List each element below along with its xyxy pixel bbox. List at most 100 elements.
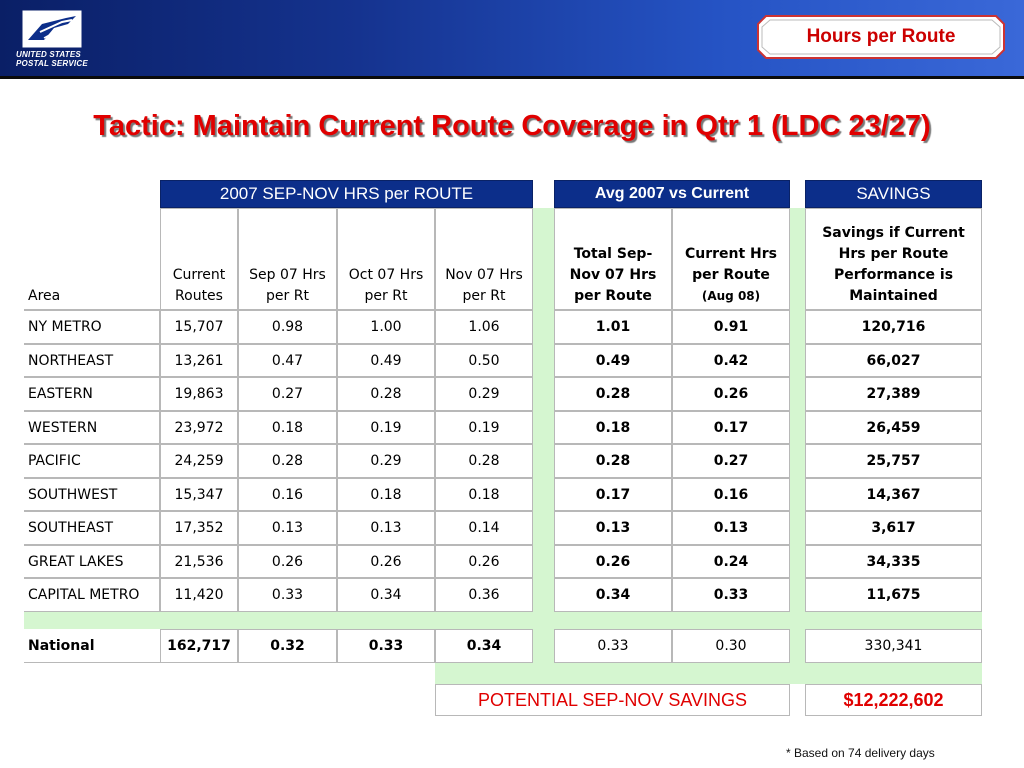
group-header-hrs: 2007 SEP-NOV HRS per ROUTE [160,180,533,208]
potential-savings-label: POTENTIAL SEP-NOV SAVINGS [435,684,790,716]
header-line: Area [28,288,61,304]
cell-oct: 0.49 [337,344,435,377]
cell-sep: 0.16 [238,478,337,511]
cell-sep: 0.47 [238,344,337,377]
header-line: per Rt [462,288,506,304]
column-header-sep: Sep 07 Hrs per Rt [238,208,337,310]
cell-sep: 0.33 [238,578,337,612]
header-line: per Rt [266,288,309,304]
cell-current: 0.17 [672,411,790,444]
header-line: Nov 07 Hrs [445,267,523,283]
header-line: Current [172,267,226,283]
header-bar: UNITED STATES POSTAL SERVICE Hours per R… [0,0,1024,79]
cell-area: WESTERN [24,411,160,444]
cell-total: 0.28 [554,444,672,478]
cell-current: 0.24 [672,545,790,578]
group-header-avg: Avg 2007 vs Current [554,180,790,208]
header-line: per Rt [364,288,408,304]
cell-sep: 0.98 [238,310,337,344]
cell-total: 0.13 [554,511,672,545]
cell-nov: 0.18 [435,478,533,511]
cell-nov: 0.28 [435,444,533,478]
cell-oct: 0.13 [337,511,435,545]
cell-total: 0.17 [554,478,672,511]
group-header-savings: SAVINGS [805,180,982,208]
cell-oct: 0.28 [337,377,435,411]
cell-oct: 1.00 [337,310,435,344]
cell-total: 0.28 [554,377,672,411]
column-header-total: Total Sep- Nov 07 Hrs per Route [554,208,672,310]
national-cell-routes: 162,717 [160,629,238,663]
cell-total: 0.26 [554,545,672,578]
cell-savings: 34,335 [805,545,982,578]
header-line: Oct 07 Hrs [348,267,424,283]
cell-savings: 26,459 [805,411,982,444]
cell-current: 0.16 [672,478,790,511]
national-cell-sep: 0.32 [238,629,337,663]
usps-logo: UNITED STATES POSTAL SERVICE [14,8,94,70]
cell-nov: 1.06 [435,310,533,344]
column-header-area: Area [24,208,160,310]
cell-routes: 15,347 [160,478,238,511]
cell-area: SOUTHEAST [24,511,160,545]
logo-line2: POSTAL SERVICE [16,59,88,68]
header-line: per Route [692,267,770,283]
national-cell-nov: 0.34 [435,629,533,663]
cell-current: 0.26 [672,377,790,411]
cell-area: CAPITAL METRO [24,578,160,612]
header-line: Nov 07 Hrs [569,267,657,283]
eagle-icon [22,10,82,48]
badge-frame [757,15,1005,59]
cell-oct: 0.19 [337,411,435,444]
cell-total: 0.34 [554,578,672,612]
cell-area: PACIFIC [24,444,160,478]
cell-current: 0.42 [672,344,790,377]
header-line: Current Hrs [684,246,778,262]
header-line: Hrs per Route [838,246,949,262]
cell-sep: 0.26 [238,545,337,578]
cell-total: 0.18 [554,411,672,444]
cell-routes: 24,259 [160,444,238,478]
cell-savings: 120,716 [805,310,982,344]
header-line: Total Sep- [573,246,653,262]
cell-sep: 0.27 [238,377,337,411]
cell-savings: 3,617 [805,511,982,545]
national-cell-oct: 0.33 [337,629,435,663]
national-cell-area: National [24,629,160,663]
cell-savings: 66,027 [805,344,982,377]
cell-routes: 15,707 [160,310,238,344]
column-header-oct: Oct 07 Hrs per Rt [337,208,435,310]
spacer-column-1 [533,208,554,684]
cell-savings: 14,367 [805,478,982,511]
cell-nov: 0.26 [435,545,533,578]
cell-area: GREAT LAKES [24,545,160,578]
cell-routes: 11,420 [160,578,238,612]
spacer-row-bottom [435,663,982,684]
cell-area: SOUTHWEST [24,478,160,511]
column-header-current: Current Hrs per Route (Aug 08) [672,208,790,310]
cell-routes: 17,352 [160,511,238,545]
cell-current: 0.91 [672,310,790,344]
potential-savings-value: $12,222,602 [805,684,982,716]
cell-area: NY METRO [24,310,160,344]
logo-line1: UNITED STATES [16,50,81,59]
spacer-column-2 [790,208,805,684]
cell-current: 0.13 [672,511,790,545]
cell-nov: 0.19 [435,411,533,444]
cell-area: NORTHEAST [24,344,160,377]
cell-nov: 0.14 [435,511,533,545]
cell-nov: 0.29 [435,377,533,411]
cell-routes: 19,863 [160,377,238,411]
national-cell-total: 0.33 [554,629,672,663]
column-header-nov: Nov 07 Hrs per Rt [435,208,533,310]
column-header-routes: Current Routes [160,208,238,310]
header-line: Performance is [833,267,954,283]
cell-oct: 0.18 [337,478,435,511]
cell-savings: 11,675 [805,578,982,612]
header-line: Savings if Current [822,225,965,241]
cell-total: 0.49 [554,344,672,377]
cell-sep: 0.18 [238,411,337,444]
cell-nov: 0.36 [435,578,533,612]
cell-sep: 0.28 [238,444,337,478]
badge-label: Hours per Route [806,26,956,47]
